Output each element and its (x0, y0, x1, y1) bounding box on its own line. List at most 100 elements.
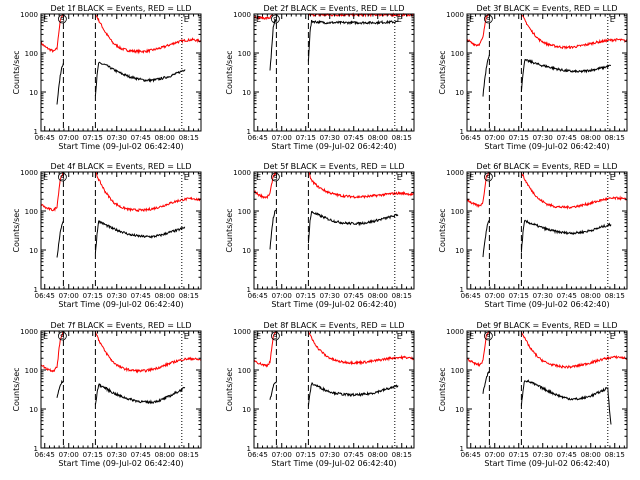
x-tick-label: 07:45 (557, 451, 577, 459)
circle-marker-letter: S (273, 333, 278, 341)
x-axis-label: Start Time (09-Jul-02 06:42:40) (58, 300, 183, 309)
x-tick-label: 08:00 (368, 134, 388, 142)
x-tick-label: 07:45 (557, 134, 577, 142)
start-marker-letter: E (469, 173, 474, 182)
y-axis-label: Counts/sec (438, 208, 447, 252)
x-tick-label: 08:00 (581, 292, 601, 300)
y-tick-label: 100 (238, 50, 251, 58)
x-axis-label: Start Time (09-Jul-02 06:42:40) (271, 142, 396, 151)
x-tick-label: 07:30 (107, 451, 127, 459)
y-tick-label: 1000 (446, 328, 464, 336)
y-tick-label: 1 (460, 128, 464, 136)
x-tick-label: 07:15 (296, 134, 316, 142)
x-tick-label: 07:15 (83, 134, 103, 142)
lld-series-line (94, 330, 202, 374)
x-tick-label: 08:15 (179, 451, 199, 459)
plot-frame (253, 13, 415, 132)
start-marker-letter: E (469, 15, 474, 24)
circle-marker (483, 14, 493, 24)
x-axis-label: Start Time (09-Jul-02 06:42:40) (271, 300, 396, 309)
circle-marker-letter: S (486, 333, 491, 341)
x-tick-label: 06:45 (248, 292, 268, 300)
x-tick-label: 08:00 (368, 292, 388, 300)
x-tick-label: 07:15 (509, 134, 529, 142)
circle-marker-letter: S (486, 174, 491, 182)
x-tick-label: 07:00 (59, 451, 79, 459)
events-series-line (520, 219, 612, 253)
y-tick-label: 10 (29, 89, 38, 97)
chart-panel: E S E 1 10 100 1000 06:45 07:00 07:15 07:30 07:45 08… (438, 162, 628, 309)
chart-panel: E S E 1 10 100 1000 06:45 07:00 07:15 07:30 07:45 08… (225, 4, 415, 151)
x-tick-label: 07:00 (485, 292, 505, 300)
lld-series-line (520, 14, 628, 50)
events-series-line (94, 61, 186, 97)
x-axis-label: Start Time (09-Jul-02 06:42:40) (484, 142, 609, 151)
lld-series-line (40, 171, 64, 212)
x-tick-label: 07:00 (272, 451, 292, 459)
x-tick-label: 06:45 (461, 292, 481, 300)
lld-series-line (94, 171, 202, 213)
chart-panel: E S E 1 10 100 1000 06:45 07:00 07:15 07:30 07:45 08… (12, 162, 202, 309)
y-tick-label: 1 (34, 445, 38, 453)
y-tick-label: 1000 (446, 169, 464, 177)
y-tick-label: 100 (238, 208, 251, 216)
plot-frame (40, 171, 202, 290)
end-marker-letter: E (397, 173, 402, 182)
x-tick-label: 07:15 (83, 451, 103, 459)
x-tick-label: 08:00 (581, 451, 601, 459)
y-axis-label: Counts/sec (12, 50, 21, 94)
y-tick-label: 100 (451, 367, 464, 375)
x-tick-label: 07:15 (296, 292, 316, 300)
circle-marker (270, 14, 280, 24)
plot-frame (40, 330, 202, 449)
x-tick-label: 07:00 (485, 451, 505, 459)
lld-series-line (253, 330, 277, 368)
plot-frame (466, 171, 628, 290)
events-series-line (94, 383, 186, 405)
x-tick-label: 08:15 (392, 134, 412, 142)
x-tick-label: 07:30 (533, 292, 553, 300)
y-tick-label: 1 (460, 286, 464, 294)
x-tick-label: 07:15 (83, 292, 103, 300)
x-tick-label: 07:00 (485, 134, 505, 142)
y-axis-label: Counts/sec (225, 208, 234, 252)
x-tick-label: 07:45 (131, 292, 151, 300)
chart-title: Det 1f BLACK = Events, RED = LLD (50, 4, 191, 13)
circle-marker (483, 172, 493, 182)
circle-marker (58, 172, 67, 182)
circle-marker (270, 172, 280, 182)
chart-title: Det 3f BLACK = Events, RED = LLD (476, 4, 617, 13)
plot-frame (253, 330, 415, 449)
x-tick-label: 08:15 (179, 292, 199, 300)
y-tick-label: 1 (247, 286, 251, 294)
lld-series-line (40, 13, 64, 53)
end-marker-letter: E (610, 332, 615, 341)
x-axis-label: Start Time (09-Jul-02 06:42:40) (484, 300, 609, 309)
y-tick-label: 1000 (20, 169, 38, 177)
chart-title: Det 8f BLACK = Events, RED = LLD (263, 321, 404, 330)
lld-series-line (520, 331, 628, 369)
x-tick-label: 08:15 (392, 451, 412, 459)
events-series-line (482, 370, 490, 394)
x-tick-label: 06:45 (461, 134, 481, 142)
end-marker-letter: E (397, 332, 402, 341)
x-tick-label: 06:45 (35, 292, 55, 300)
circle-marker (58, 14, 67, 24)
x-tick-label: 08:15 (605, 292, 625, 300)
y-tick-label: 1000 (233, 169, 251, 177)
end-marker-letter: E (184, 332, 189, 341)
x-tick-label: 06:45 (461, 451, 481, 459)
x-tick-label: 08:00 (155, 292, 175, 300)
x-tick-label: 06:45 (248, 451, 268, 459)
lld-series-line (253, 171, 277, 200)
plot-frame (466, 330, 628, 449)
events-series-line (269, 18, 277, 71)
lld-series-line (308, 171, 415, 200)
circle-marker-letter: S (60, 16, 65, 24)
events-series-line (307, 210, 399, 244)
y-axis-label: Counts/sec (12, 208, 21, 252)
x-tick-label: 08:00 (581, 134, 601, 142)
chart-title: Det 4f BLACK = Events, RED = LLD (50, 162, 191, 171)
y-tick-label: 1 (34, 128, 38, 136)
